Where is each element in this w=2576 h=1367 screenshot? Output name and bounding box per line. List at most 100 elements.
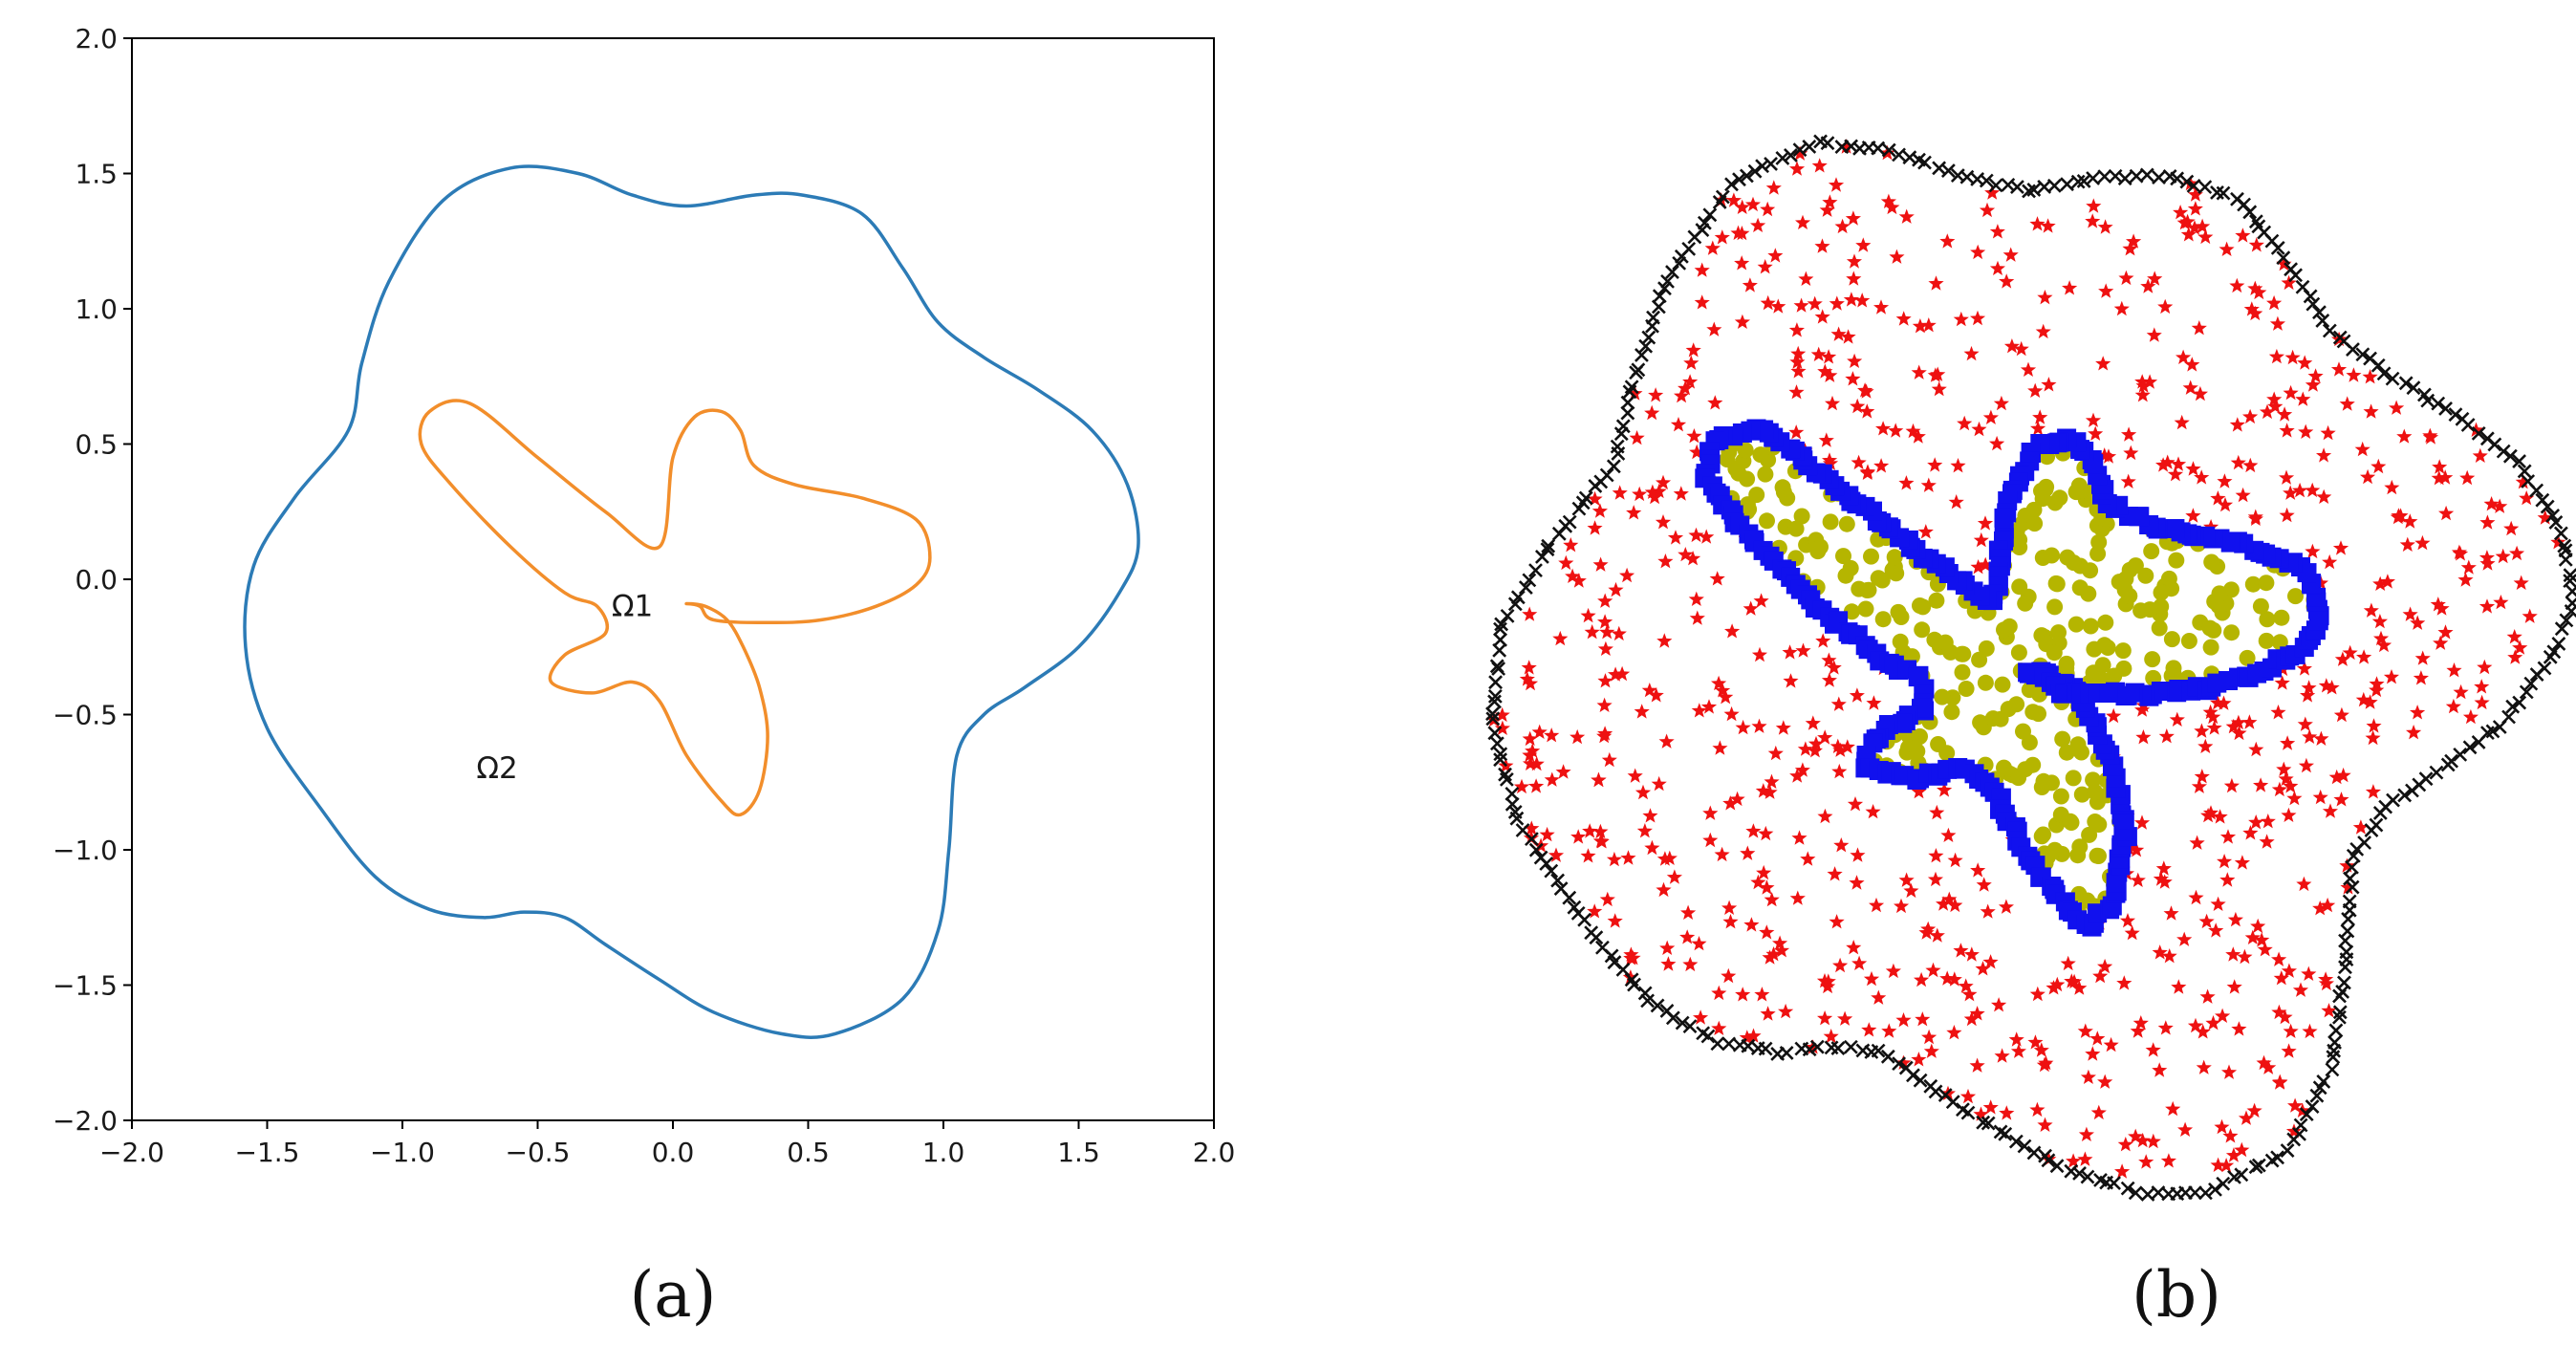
omega2-point (2281, 274, 2297, 291)
boundary-point (1627, 977, 1641, 992)
interface-curve (418, 399, 932, 817)
x-tick-label: 0.5 (787, 1137, 830, 1168)
omega2-point (1548, 847, 1565, 862)
omega2-point (1596, 697, 1613, 712)
boundary-point (2064, 1163, 2079, 1179)
omega2-point (1570, 573, 1587, 588)
omega2-point (2269, 315, 2285, 331)
omega1-point (1930, 736, 1947, 752)
omega2-point (1651, 775, 1667, 792)
omega1-point (2090, 848, 2107, 864)
omega2-point (1957, 415, 1973, 431)
omega2-point (2320, 424, 2336, 441)
omega2-point (2437, 469, 2454, 485)
omega2-point (1927, 871, 1944, 887)
omega2-point (1969, 1006, 1985, 1021)
omega2-point (2152, 944, 2168, 960)
boundary-point (1509, 811, 1525, 826)
omega2-point (2253, 777, 2269, 792)
omega2-point (1494, 720, 1510, 735)
omega2-point (1673, 486, 1689, 501)
omega2-point (1706, 321, 1722, 336)
omega2-point (1940, 827, 1957, 842)
boundary-point (1665, 265, 1679, 280)
omega2-point (1699, 529, 1715, 544)
omega2-point (1982, 954, 1999, 969)
omega2-point (1895, 1054, 1912, 1070)
omega2-point (1760, 1006, 1776, 1021)
omega2-point (2049, 976, 2066, 992)
omega2-point (1688, 591, 1704, 606)
omega2-point (2217, 473, 2233, 488)
omega2-point (1982, 1099, 1999, 1115)
omega2-point (2363, 403, 2379, 419)
omega2-point (2445, 698, 2461, 714)
boundary-point (1913, 1073, 1928, 1088)
omega2-point (2100, 448, 2117, 464)
omega1-point (2059, 549, 2076, 566)
interface-points (1695, 419, 2329, 937)
omega2-point (1789, 161, 1806, 176)
omega2-point (2187, 201, 2203, 216)
omega2-point (1735, 719, 1751, 735)
omega2-point (1885, 963, 1901, 979)
boundary-point (2557, 538, 2572, 553)
boundary-point (1981, 1116, 1996, 1131)
boundary-point (2505, 699, 2521, 714)
omega2-point (2413, 670, 2429, 685)
omega2-point (2140, 278, 2156, 293)
boundary-point (1487, 688, 1503, 704)
omega2-point (2479, 514, 2496, 530)
boundary-point (2345, 879, 2360, 895)
axes-frame (131, 37, 1215, 1121)
boundary-point (2340, 923, 2355, 939)
omega2-point (1711, 985, 1727, 1001)
omega2-point (2550, 534, 2566, 550)
omega2-point (1843, 292, 1859, 307)
omega1-point (2069, 736, 2087, 753)
boundary-point (2108, 168, 2123, 184)
omega1-point (1857, 600, 1874, 618)
omega2-point (2177, 1121, 2194, 1137)
omega2-point (2106, 707, 2122, 724)
omega2-point (1597, 593, 1613, 608)
boundary-point (2332, 1005, 2348, 1020)
omega2-point (1528, 755, 1545, 771)
omega2-point (1521, 660, 1537, 675)
omega1-point (1860, 581, 1877, 598)
omega2-point (2305, 377, 2321, 392)
omega2-point (1651, 483, 1667, 499)
boundary-point (1881, 142, 1896, 158)
omega2-point (1608, 666, 1624, 682)
omega2-point (1599, 624, 1615, 640)
omega2-point (2145, 1042, 2161, 1057)
omega1-point (2180, 633, 2197, 649)
omega2-point (1863, 970, 1880, 987)
omega2-point (1851, 454, 1867, 470)
omega2-point (2276, 256, 2292, 271)
omega2-point (2128, 1128, 2144, 1143)
boundary-point (2551, 636, 2566, 651)
omega2-point (2251, 284, 2267, 300)
omega2-point (2322, 553, 2338, 570)
omega1-point (1943, 704, 1960, 721)
omega2-point (2316, 488, 2332, 504)
omega2-point (2130, 872, 2146, 887)
omega2-point (1709, 571, 1725, 586)
omega1-point (2287, 588, 2304, 605)
omega2-point (1689, 444, 1705, 460)
boundary-point (2152, 170, 2166, 184)
omega2-point (1555, 764, 1571, 779)
omega2-point (2215, 1008, 2231, 1023)
omega2-point (1822, 367, 1838, 382)
omega1-point (1737, 442, 1754, 459)
omega2-point (2281, 963, 2297, 978)
omega2-point (1793, 297, 1809, 313)
omega2-point (2192, 385, 2208, 401)
omega2-point (1724, 623, 1741, 639)
omega2-point (1817, 808, 1833, 824)
omega2-point (1592, 823, 1609, 839)
omega2-point (2130, 1023, 2146, 1038)
omega2-point (2279, 423, 2295, 438)
omega2-point (1973, 532, 1989, 548)
